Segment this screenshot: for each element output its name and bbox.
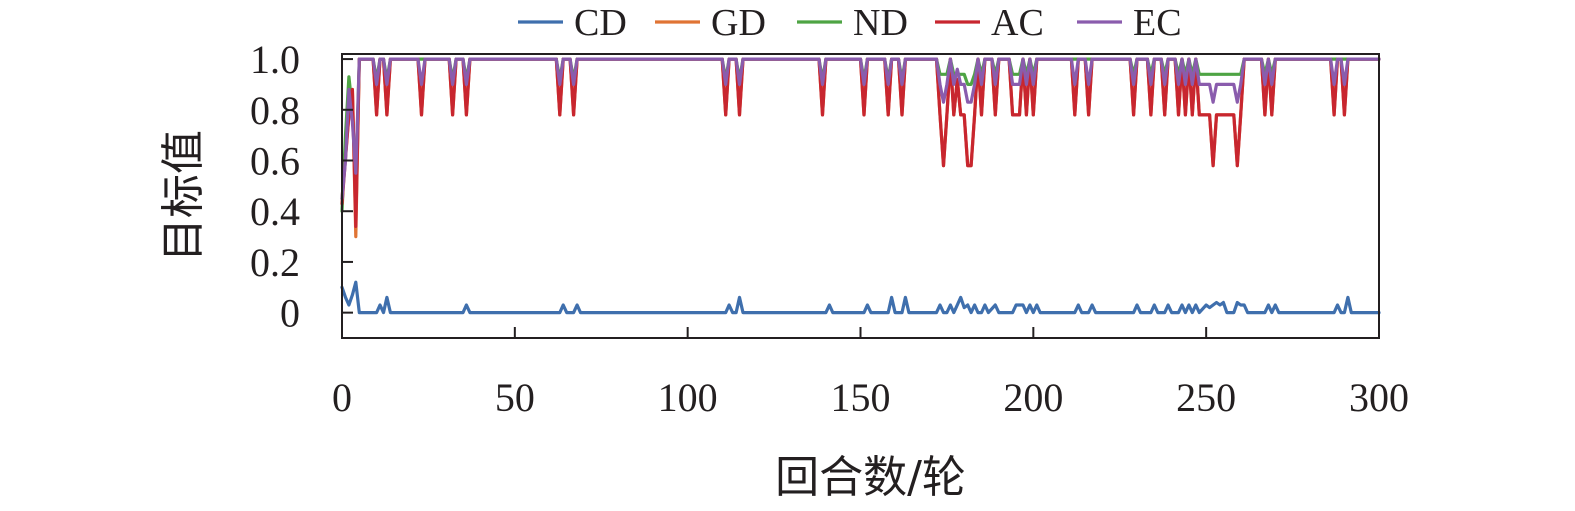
legend-label-gd: GD — [711, 2, 766, 44]
y-tick-label: 0.2 — [250, 240, 300, 285]
legend-label-cd: CD — [574, 2, 627, 44]
legend: CD GD ND AC EC — [518, 2, 1182, 44]
legend-label-ac: AC — [991, 2, 1044, 44]
y-tick-label: 0.8 — [250, 88, 300, 133]
x-tick-label: 50 — [495, 375, 535, 420]
series-line-ec — [340, 57, 1381, 201]
x-tick-label: 0 — [332, 375, 352, 420]
series-line-cd — [340, 280, 1381, 315]
plot-frame — [341, 53, 1380, 339]
y-tick-label: 0.4 — [250, 189, 300, 234]
x-axis: 0 50 100 150 200 250 300 — [332, 327, 1409, 420]
legend-label-ec: EC — [1133, 2, 1182, 44]
y-tick-label: 0 — [280, 291, 300, 336]
series-layer — [340, 57, 1381, 315]
y-tick-label: 0.6 — [250, 139, 300, 184]
y-axis: 0 0.2 0.4 0.6 0.8 1.0 — [250, 37, 353, 336]
x-tick-label: 150 — [831, 375, 891, 420]
y-tick-label: 1.0 — [250, 37, 300, 82]
legend-label-nd: ND — [853, 2, 908, 44]
x-tick-label: 100 — [658, 375, 718, 420]
y-axis-title: 目标值 — [158, 130, 209, 262]
x-tick-label: 200 — [1003, 375, 1063, 420]
x-tick-label: 300 — [1349, 375, 1409, 420]
x-axis-title: 回合数/轮 — [775, 452, 966, 503]
x-tick-label: 250 — [1176, 375, 1236, 420]
